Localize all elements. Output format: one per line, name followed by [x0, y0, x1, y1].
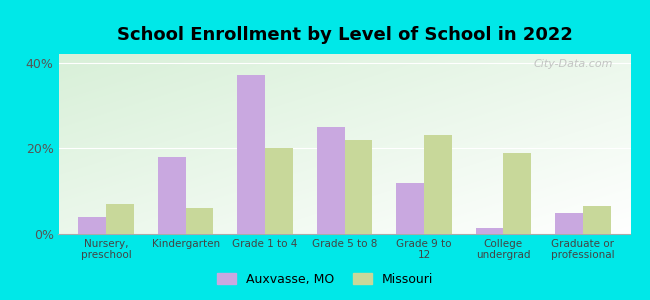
- Bar: [237, 75, 265, 234]
- Bar: [424, 135, 452, 234]
- Bar: [317, 127, 345, 234]
- Text: City-Data.com: City-Data.com: [534, 59, 614, 69]
- Bar: [186, 208, 213, 234]
- Bar: [158, 157, 186, 234]
- Bar: [555, 213, 583, 234]
- Bar: [476, 228, 503, 234]
- Bar: [583, 206, 610, 234]
- Title: School Enrollment by Level of School in 2022: School Enrollment by Level of School in …: [116, 26, 573, 44]
- Bar: [106, 204, 134, 234]
- Bar: [344, 140, 372, 234]
- Legend: Auxvasse, MO, Missouri: Auxvasse, MO, Missouri: [212, 268, 438, 291]
- Bar: [265, 148, 293, 234]
- Bar: [503, 153, 531, 234]
- Bar: [396, 183, 424, 234]
- Bar: [79, 217, 106, 234]
